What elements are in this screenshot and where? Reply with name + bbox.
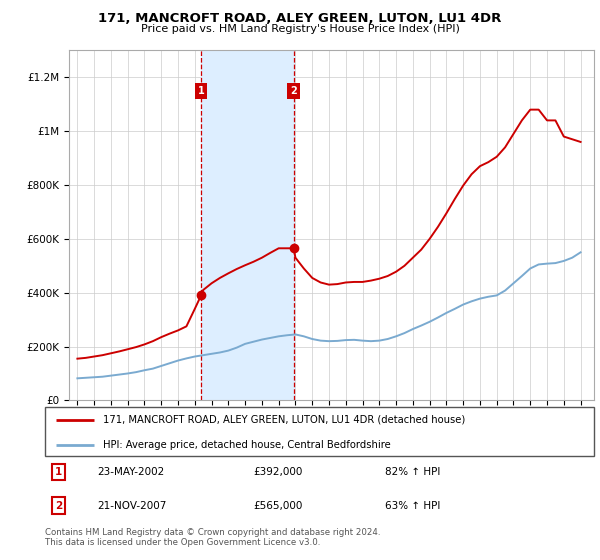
Text: 63% ↑ HPI: 63% ↑ HPI	[385, 501, 441, 511]
Text: £392,000: £392,000	[254, 467, 303, 477]
Text: 171, MANCROFT ROAD, ALEY GREEN, LUTON, LU1 4DR (detached house): 171, MANCROFT ROAD, ALEY GREEN, LUTON, L…	[103, 415, 465, 425]
Text: 21-NOV-2007: 21-NOV-2007	[97, 501, 167, 511]
Text: 2: 2	[290, 86, 297, 96]
Text: Contains HM Land Registry data © Crown copyright and database right 2024.
This d: Contains HM Land Registry data © Crown c…	[45, 528, 380, 547]
Bar	[202, 50, 293, 400]
Text: 23-MAY-2002: 23-MAY-2002	[97, 467, 164, 477]
Text: 171, MANCROFT ROAD, ALEY GREEN, LUTON, LU1 4DR: 171, MANCROFT ROAD, ALEY GREEN, LUTON, L…	[98, 12, 502, 25]
Text: £565,000: £565,000	[254, 501, 303, 511]
Text: 1: 1	[198, 86, 205, 96]
Text: 1: 1	[55, 467, 62, 477]
Text: 82% ↑ HPI: 82% ↑ HPI	[385, 467, 441, 477]
FancyBboxPatch shape	[45, 407, 594, 456]
Text: Price paid vs. HM Land Registry's House Price Index (HPI): Price paid vs. HM Land Registry's House …	[140, 24, 460, 34]
Text: HPI: Average price, detached house, Central Bedfordshire: HPI: Average price, detached house, Cent…	[103, 440, 391, 450]
Text: 2: 2	[55, 501, 62, 511]
